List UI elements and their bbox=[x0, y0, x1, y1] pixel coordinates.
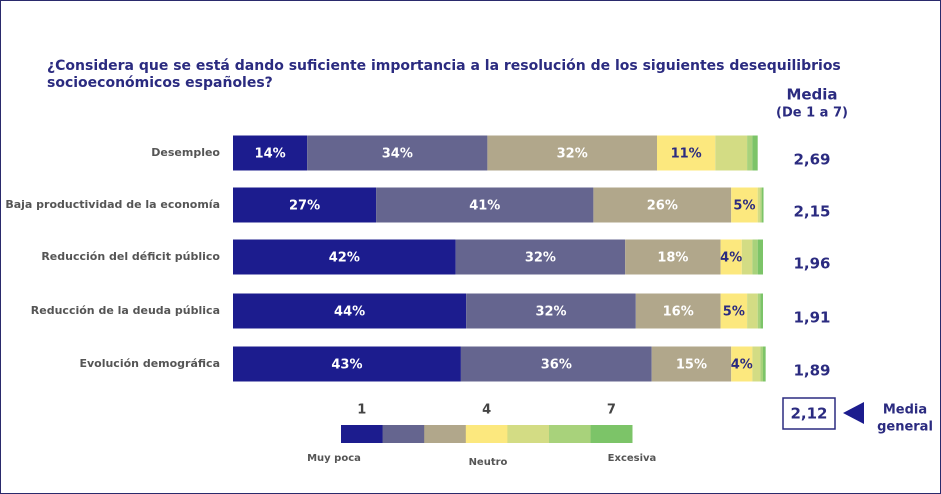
legend-anchor-label: Muy poca bbox=[307, 453, 361, 464]
bar-segment bbox=[752, 346, 761, 382]
category-label: Evolución demográfica bbox=[79, 357, 220, 370]
value-label: 26% bbox=[647, 199, 678, 214]
bar-segment bbox=[233, 187, 377, 223]
bar-segment bbox=[747, 135, 753, 171]
category-label: Reducción de la deuda pública bbox=[31, 304, 220, 317]
legend-tick-label: 1 bbox=[357, 403, 366, 418]
category-label: Desempleo bbox=[151, 146, 220, 159]
value-label: 27% bbox=[289, 199, 320, 214]
bar-segment bbox=[625, 239, 721, 275]
mean-header: (De 1 a 7) bbox=[776, 106, 848, 121]
overall-mean-label: general bbox=[877, 420, 933, 435]
bar-segment bbox=[752, 135, 758, 171]
legend-swatch bbox=[382, 425, 425, 443]
mean-value: 2,15 bbox=[793, 203, 830, 221]
bar-segment bbox=[455, 239, 626, 275]
bar-segment bbox=[747, 293, 758, 329]
bar-segment bbox=[731, 346, 753, 382]
category-label: Reducción del déficit público bbox=[41, 250, 220, 263]
value-label: 41% bbox=[469, 199, 500, 214]
value-label: 5% bbox=[723, 305, 745, 320]
legend-anchor-label: Excesiva bbox=[608, 453, 657, 464]
overall-mean-box bbox=[782, 397, 836, 430]
bar-segment bbox=[752, 239, 758, 275]
bar-segment bbox=[233, 293, 467, 329]
overall-mean-label: Media bbox=[883, 403, 927, 418]
bar-segment bbox=[233, 135, 308, 171]
value-label: 34% bbox=[382, 147, 413, 162]
bar-segment bbox=[731, 187, 758, 223]
bar-segment bbox=[460, 346, 652, 382]
value-label: 15% bbox=[676, 358, 707, 373]
value-label: 4% bbox=[731, 358, 753, 373]
bar-segment bbox=[593, 187, 732, 223]
bar-segment bbox=[651, 346, 732, 382]
mean-value: 2,69 bbox=[793, 151, 830, 169]
bar-segment bbox=[760, 293, 763, 329]
value-label: 32% bbox=[557, 147, 588, 162]
value-label: 16% bbox=[663, 305, 694, 320]
bar-segment bbox=[757, 239, 763, 275]
value-label: 18% bbox=[657, 251, 688, 266]
legend-anchor-label: Neutro bbox=[469, 457, 508, 468]
bar-segment bbox=[307, 135, 488, 171]
bar-segment bbox=[233, 239, 456, 275]
bar-segment bbox=[635, 293, 721, 329]
legend-swatch bbox=[590, 425, 633, 443]
bar-segment bbox=[760, 346, 763, 382]
bar-segment bbox=[757, 293, 761, 329]
legend-swatch bbox=[549, 425, 591, 443]
bar-segment bbox=[487, 135, 657, 171]
bar-segment bbox=[757, 187, 761, 223]
value-label: 5% bbox=[733, 199, 755, 214]
bar-segment bbox=[741, 239, 753, 275]
value-label: 42% bbox=[329, 251, 360, 266]
legend-swatch bbox=[465, 425, 508, 443]
value-label: 4% bbox=[720, 251, 742, 266]
mean-value: 1,91 bbox=[793, 309, 830, 327]
bar-segment bbox=[761, 187, 764, 223]
bar-segment bbox=[720, 293, 748, 329]
bar-segment bbox=[720, 239, 742, 275]
mean-value: 1,96 bbox=[793, 255, 830, 273]
value-label: 32% bbox=[535, 305, 566, 320]
legend-swatch bbox=[507, 425, 550, 443]
bar-segment bbox=[466, 293, 636, 329]
bar-segment bbox=[715, 135, 748, 171]
title-line: ¿Considera que se está dando suficiente … bbox=[47, 58, 841, 74]
value-label: 11% bbox=[671, 147, 702, 162]
value-label: 44% bbox=[334, 305, 365, 320]
pointer bbox=[843, 402, 864, 424]
value-label: 43% bbox=[331, 358, 362, 373]
legend-tick-label: 7 bbox=[607, 403, 616, 418]
value-label: 32% bbox=[525, 251, 556, 266]
title-line: socioeconómicos españoles? bbox=[47, 75, 273, 91]
value-label: 14% bbox=[255, 147, 286, 162]
legend-swatch bbox=[424, 425, 467, 443]
bar-segment bbox=[657, 135, 716, 171]
legend-tick-label: 4 bbox=[482, 403, 491, 418]
bar-segment bbox=[233, 346, 461, 382]
legend-swatch bbox=[341, 425, 383, 443]
overall-mean-value: 2,12 bbox=[790, 405, 827, 423]
bar-segment bbox=[376, 187, 594, 223]
category-label: Baja productividad de la economía bbox=[5, 198, 220, 211]
mean-value: 1,89 bbox=[793, 362, 830, 380]
mean-header: Media bbox=[786, 86, 837, 104]
value-label: 36% bbox=[541, 358, 572, 373]
bar-segment bbox=[760, 187, 762, 223]
bar-segment bbox=[763, 346, 766, 382]
